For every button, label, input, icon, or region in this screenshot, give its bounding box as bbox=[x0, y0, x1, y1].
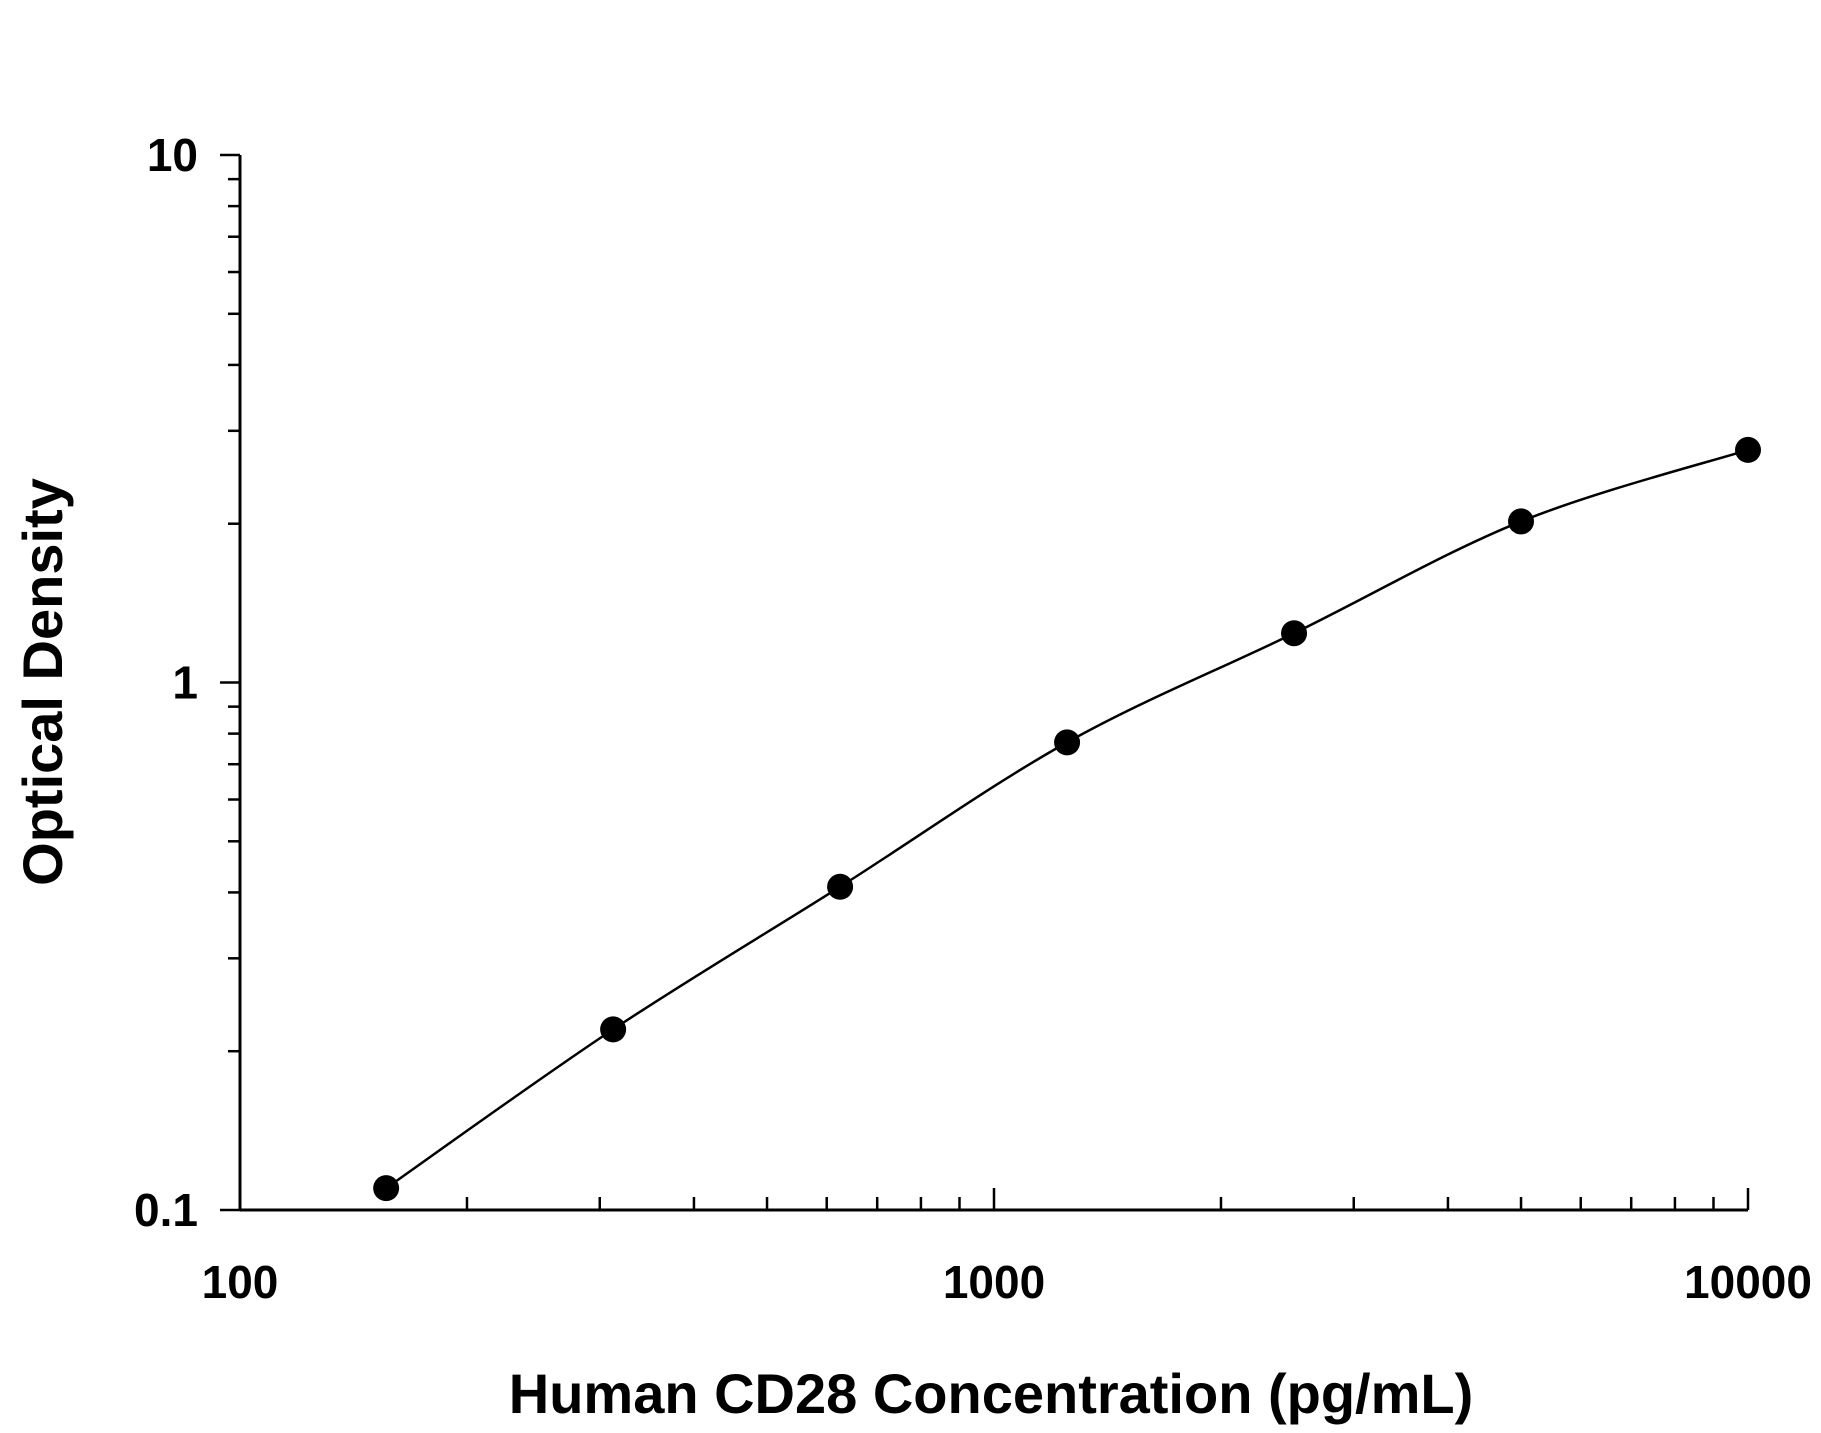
y-tick-label: 1 bbox=[172, 657, 198, 709]
data-point bbox=[1054, 729, 1081, 756]
x-axis-title: Human CD28 Concentration (pg/mL) bbox=[509, 1362, 1473, 1425]
data-point bbox=[600, 1016, 627, 1043]
data-point bbox=[373, 1175, 400, 1202]
x-tick-label: 10000 bbox=[1684, 1256, 1812, 1308]
y-tick-label: 0.1 bbox=[134, 1184, 198, 1236]
y-axis-title: Optical Density bbox=[11, 478, 74, 886]
tick-labels: 100 1000 10000 0.1 1 10 bbox=[134, 129, 1812, 1308]
data-points bbox=[373, 436, 1761, 1202]
data-point bbox=[1735, 436, 1761, 463]
ticks bbox=[220, 153, 1750, 1212]
y-tick-label: 10 bbox=[147, 129, 198, 181]
x-tick-label: 1000 bbox=[943, 1256, 1045, 1308]
data-point bbox=[1281, 620, 1308, 647]
fit-curve bbox=[385, 448, 1749, 1190]
x-tick-label: 100 bbox=[202, 1256, 279, 1308]
axes bbox=[238, 155, 1748, 1212]
data-point bbox=[827, 873, 854, 900]
data-point bbox=[1508, 508, 1535, 535]
